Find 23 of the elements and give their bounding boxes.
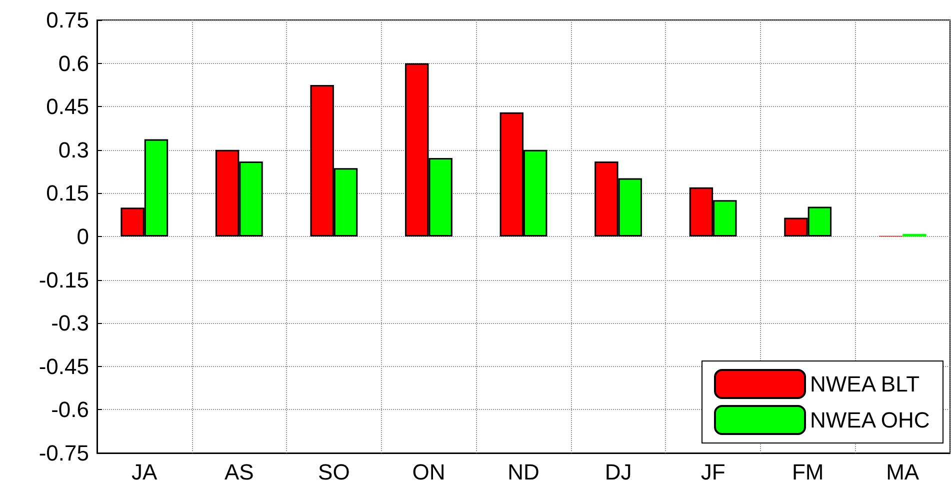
y-tick-label: 0.15 [46, 180, 89, 206]
x-tick-label: JF [700, 460, 726, 484]
y-tick-label: -0.15 [38, 267, 89, 292]
x-tick-label: FM [792, 460, 824, 484]
y-tick-label: -0.6 [51, 397, 89, 422]
y-tick-label: 0 [76, 224, 89, 249]
legend-label: NWEA OHC [810, 408, 930, 432]
x-tick-label: AS [224, 460, 254, 484]
y-tick-label: -0.75 [38, 440, 89, 466]
bar [902, 234, 926, 236]
y-tick-label: 0.75 [46, 8, 89, 32]
y-tick-label: 0.6 [58, 50, 89, 76]
x-tick-label: ND [508, 460, 540, 484]
y-tick-label: -0.3 [51, 310, 89, 336]
x-tick-label: MA [886, 460, 920, 484]
x-tick-label: DJ [604, 460, 632, 484]
x-tick-label: JA [132, 460, 158, 484]
y-tick-label: 0.3 [58, 137, 89, 162]
x-tick-label: ON [412, 460, 446, 484]
y-tick-label: -0.45 [38, 354, 89, 379]
x-tick-label: SO [318, 460, 350, 484]
y-tick-label: 0.45 [46, 94, 89, 120]
legend-label: NWEA BLT [810, 372, 920, 396]
